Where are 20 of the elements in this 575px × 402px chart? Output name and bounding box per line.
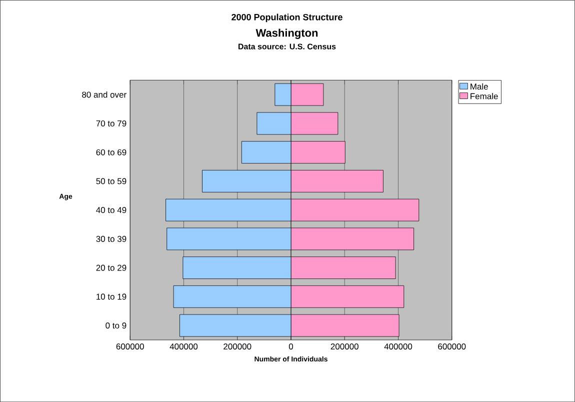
x-tick-label: 400000 — [384, 343, 412, 350]
x-tick-label: 400000 — [170, 343, 198, 350]
chart-title: 2000 Population Structure — [232, 14, 342, 22]
y-tick-label: 0 to 9 — [106, 322, 126, 328]
y-tick-label: 50 to 59 — [96, 178, 126, 184]
y-tick-label: 60 to 69 — [96, 149, 126, 156]
x-tick-label: 0 — [288, 343, 294, 350]
legend-label: Female — [470, 92, 498, 100]
legend-label: Male — [470, 83, 488, 90]
y-tick-label: 40 to 49 — [96, 207, 126, 214]
y-tick-label: 10 to 19 — [96, 294, 126, 300]
y-tick-label: 20 to 29 — [96, 264, 126, 271]
x-tick-label: 600000 — [116, 343, 144, 350]
x-tick-label: 200000 — [224, 343, 252, 350]
chart-subtitle: Washington — [256, 28, 318, 39]
x-tick-label: 200000 — [330, 343, 358, 350]
y-tick-label: 80 and over — [82, 91, 126, 98]
y-tick-label: 70 to 79 — [96, 120, 126, 126]
x-tick-label: 600000 — [438, 343, 466, 350]
y-tick-label: 30 to 39 — [96, 236, 126, 242]
